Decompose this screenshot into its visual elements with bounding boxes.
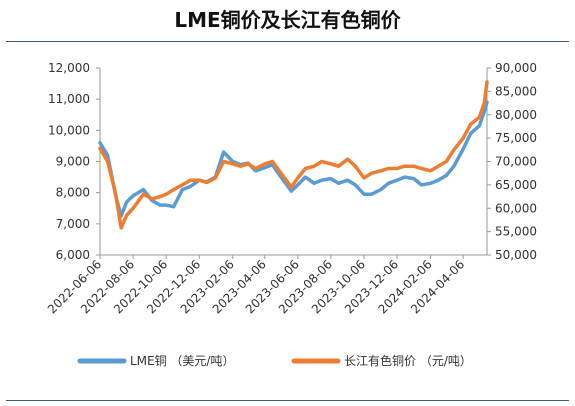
y-right-tick-label: 60,000 [495, 201, 537, 215]
y-right-tick-label: 85,000 [495, 84, 537, 98]
bottom-rule [6, 400, 569, 401]
series-line-changjiang [98, 80, 489, 230]
series-line-lme [98, 100, 489, 218]
series-group [98, 80, 489, 230]
legend-label: LME铜 （美元/吨） [130, 353, 234, 368]
y-right-tick-label: 65,000 [495, 178, 537, 192]
y-right-tick-label: 75,000 [495, 131, 537, 145]
y-right-tick-label: 50,000 [495, 248, 537, 262]
y-right-tick-label: 80,000 [495, 108, 537, 122]
y-right-tick-label: 90,000 [495, 61, 537, 75]
y-right-tick-label: 55,000 [495, 225, 537, 239]
y-left-tick-label: 12,000 [48, 61, 90, 75]
legend: LME铜 （美元/吨） 长江有色铜价 （元/吨） [77, 353, 472, 368]
y-left-tick-label: 11,000 [48, 92, 90, 106]
y-right-tick-label: 70,000 [495, 155, 537, 169]
y-left-tick-label: 7,000 [56, 217, 90, 231]
y-left-tick-label: 6,000 [56, 248, 90, 262]
chart-title: LME铜价及长江有色铜价 [174, 8, 401, 32]
y-left-tick-label: 9,000 [56, 155, 90, 169]
top-rule [6, 41, 569, 42]
y-left-tick-label: 10,000 [48, 123, 90, 137]
legend-label: 长江有色铜价 （元/吨） [344, 353, 472, 368]
y-left-tick-label: 8,000 [56, 186, 90, 200]
